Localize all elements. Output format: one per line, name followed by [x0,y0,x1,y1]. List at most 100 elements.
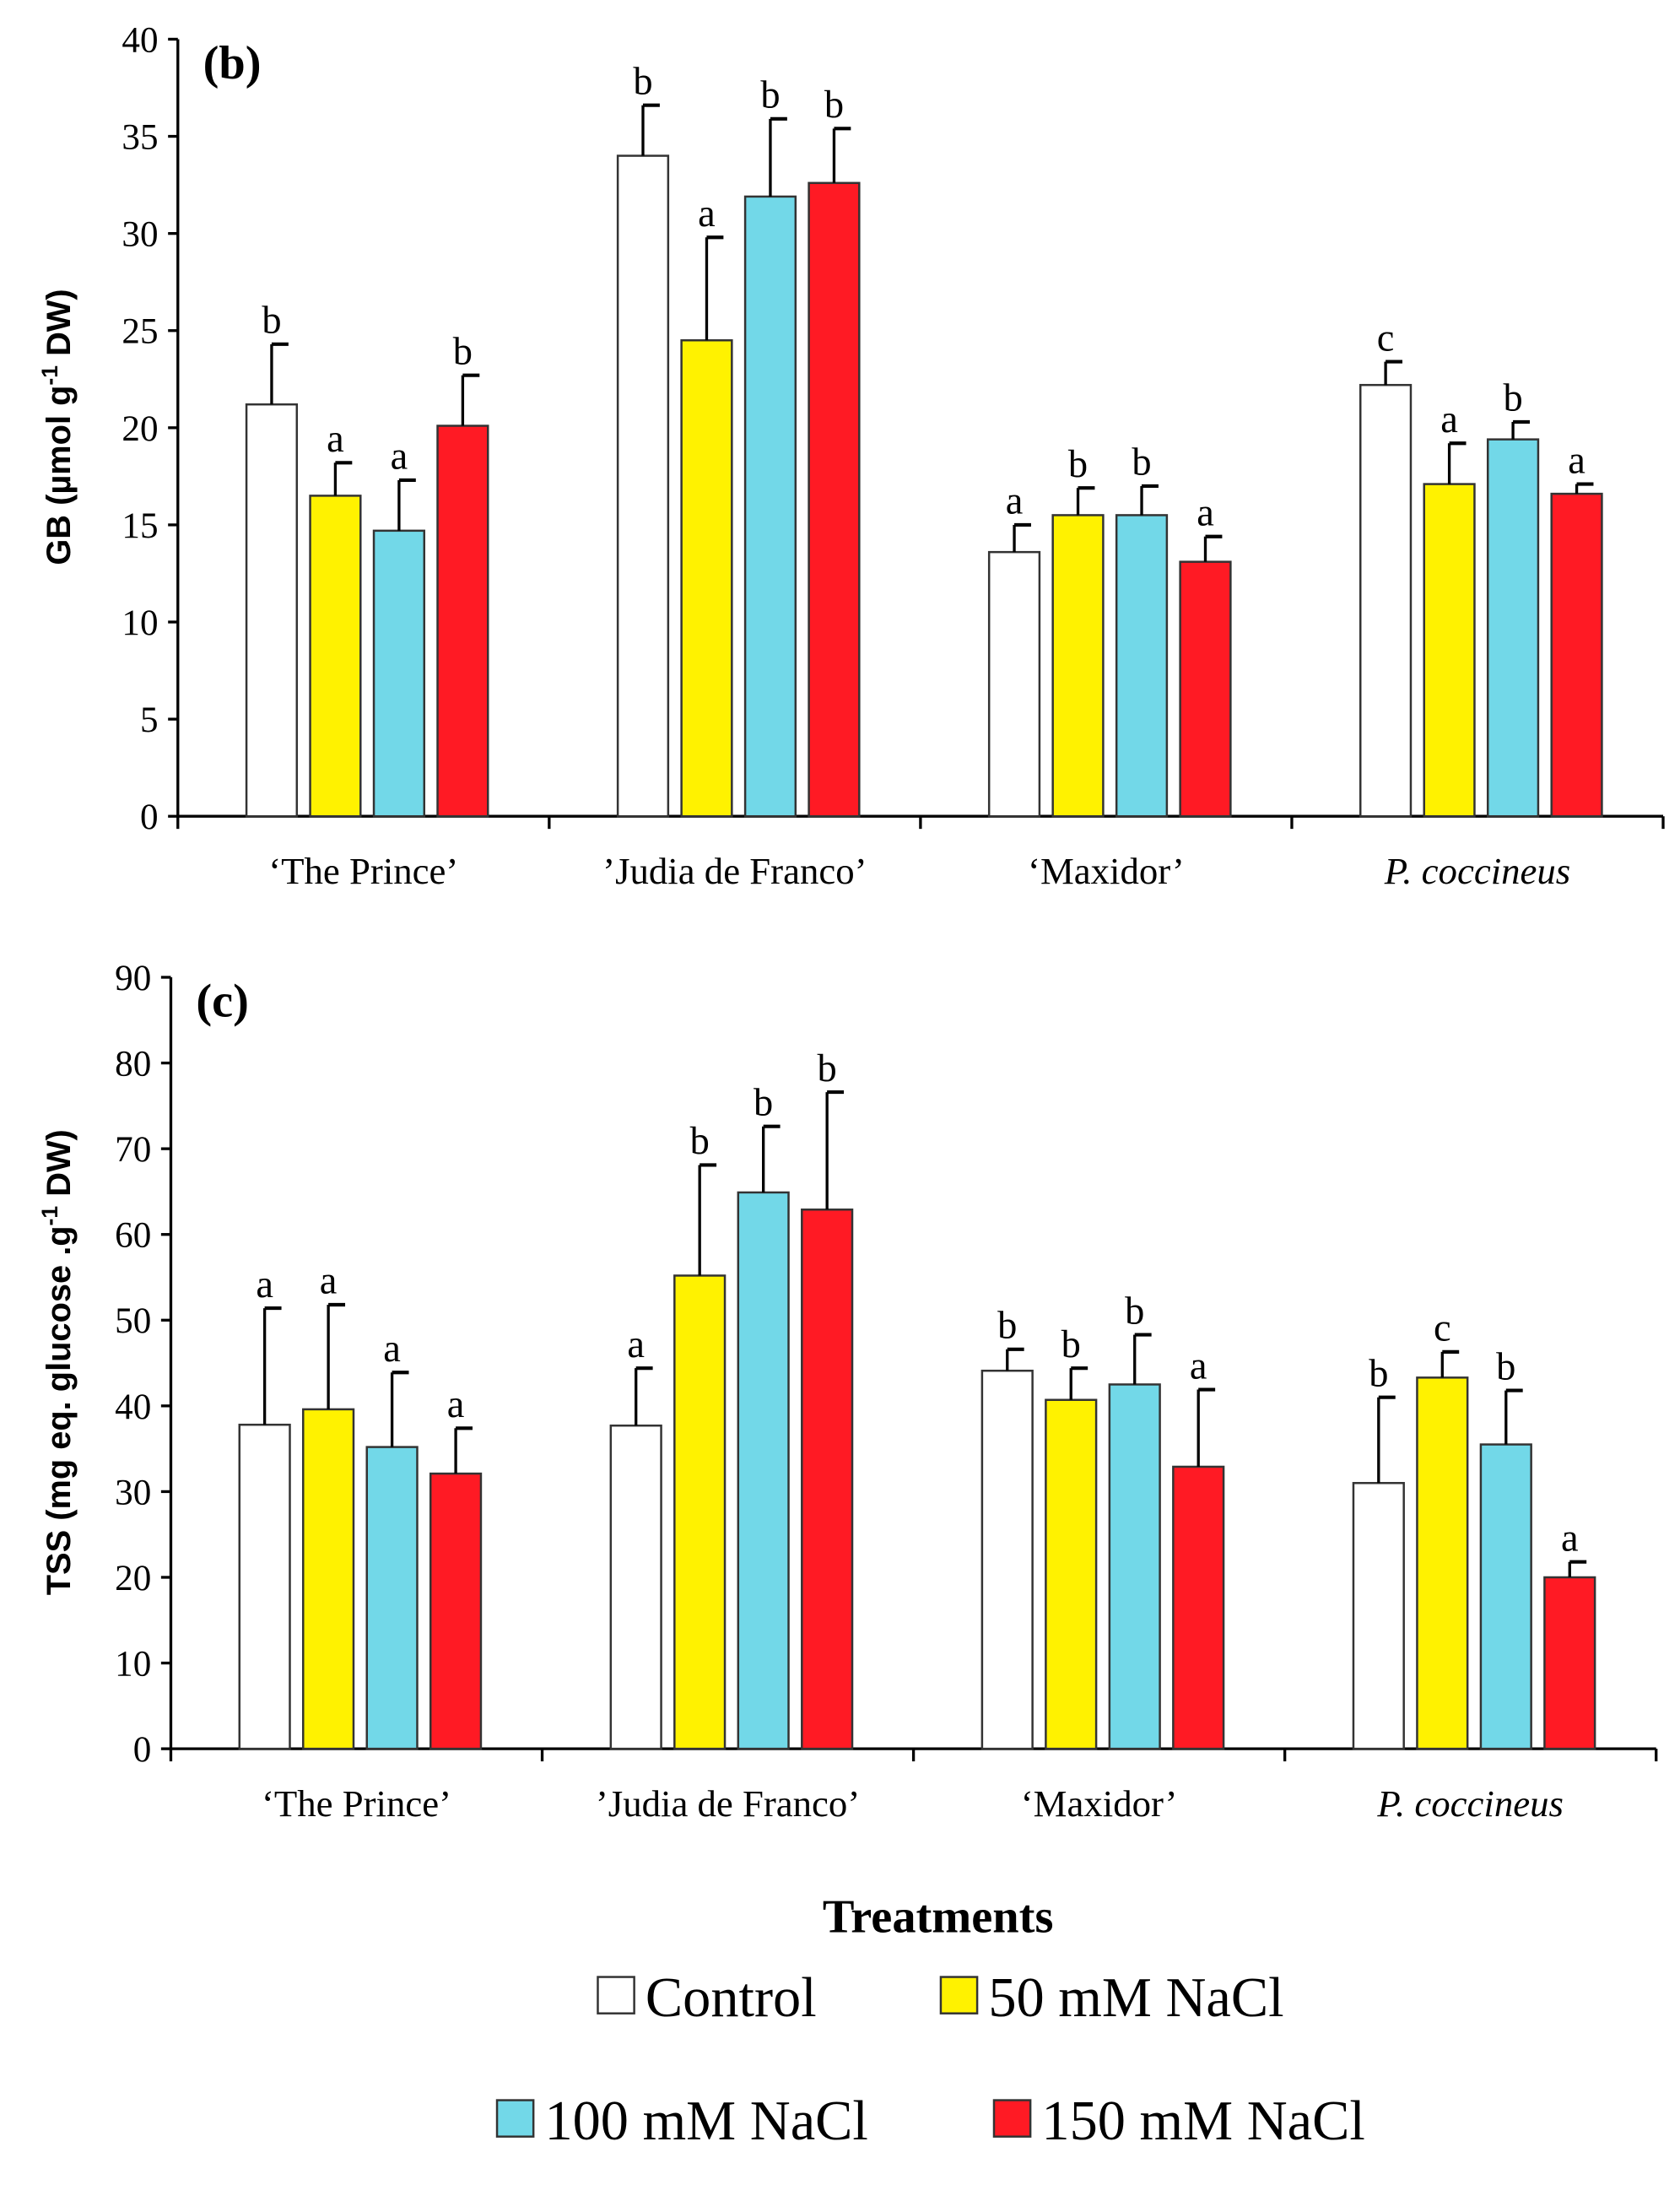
y-tick-label: 35 [122,117,158,157]
legend-label: 150 mM NaCl [1041,2090,1364,2152]
significance-letter: b [1125,1290,1144,1333]
bar [429,1472,483,1750]
significance-letter: a [391,435,408,479]
y-tick-label: 30 [115,1473,151,1512]
bar [1486,438,1540,818]
significance-letter: b [997,1305,1017,1348]
y-tick-label: 0 [133,1730,152,1770]
panel-label: (b) [203,37,262,89]
legend: Control 50 mM NaCl 100 mM NaCl 150 mM NaCl [495,1967,1365,2152]
significance-letter: a [320,1260,338,1303]
significance-letter: b [262,300,281,343]
category-label: ‘Maxidor’ [1021,1782,1178,1825]
significance-letter: b [1132,441,1151,484]
bar [1352,1482,1405,1750]
bar [1423,483,1476,818]
y-axis-title: TSS (mg eq. glucose .g-1 DW) [37,1129,78,1595]
bar [801,1209,854,1750]
significance-letter: a [256,1263,273,1306]
bar [309,495,362,818]
significance-letter: a [1440,398,1458,441]
bar [1359,383,1413,818]
significance-letter: b [633,60,652,103]
bar [1416,1376,1469,1750]
y-tick-label: 60 [115,1216,151,1256]
significance-letter: a [327,418,344,461]
y-tick-label: 50 [115,1301,151,1341]
legend-swatch [495,2099,535,2138]
bar [616,154,670,818]
category-label: ’Judia de Franco’ [596,1782,860,1825]
significance-letter: a [383,1328,401,1371]
bar [245,403,299,818]
significance-letter: a [1197,491,1214,534]
y-tick-label: 40 [115,1387,151,1427]
significance-letter: c [1434,1307,1451,1350]
bar [1479,1443,1532,1750]
bar [1051,514,1105,818]
significance-letter: b [1503,377,1522,420]
bar [302,1408,355,1750]
bar [980,1369,1034,1750]
significance-letter: b [1369,1352,1388,1395]
legend-swatch [992,2099,1032,2138]
legend-swatch [597,1976,635,2014]
significance-letter: b [754,1081,773,1124]
bar [1045,1398,1098,1750]
bar [1108,1383,1161,1750]
significance-letter: a [1561,1517,1579,1560]
significance-letter: b [1061,1323,1081,1366]
significance-letter: a [698,192,716,235]
bar [1179,560,1232,818]
panel-label: (c) [196,975,249,1027]
y-tick-label: 40 [122,20,158,60]
bar [743,195,797,818]
significance-letter: a [447,1383,465,1426]
significance-letter: b [824,84,844,127]
legend-label: 100 mM NaCl [544,2090,867,2152]
y-tick-label: 25 [122,312,158,352]
significance-letter: a [627,1323,645,1366]
significance-letter: b [760,74,780,117]
y-tick-label: 70 [115,1130,151,1170]
y-tick-label: 30 [122,215,158,255]
y-tick-label: 20 [115,1559,151,1598]
bar [673,1274,727,1750]
y-tick-label: 20 [122,409,158,449]
bar [737,1191,790,1750]
y-tick-label: 5 [140,700,159,740]
category-label: ‘Maxidor’ [1028,850,1185,892]
significance-letter: b [1496,1345,1515,1388]
chart-gb: 0 5 10 15 20 25 30 35 40 (b) GB (µmol g-1 DW) ‘The … [37,20,1665,892]
legend-label: Control [646,1967,817,2029]
category-label: ’Judia de Franco’ [602,850,867,892]
y-tick-label: 80 [115,1045,151,1084]
legend-label: 50 mM NaCl [988,1967,1283,2029]
bar [365,1446,419,1750]
category-label: ‘The Prince’ [262,1782,451,1825]
legend-swatch [939,1976,979,2014]
significance-letter: b [690,1120,710,1163]
bar [1543,1576,1596,1750]
y-tick-label: 10 [115,1644,151,1684]
y-tick-label: 10 [122,603,158,643]
x-axis-title: Treatments [823,1890,1054,1943]
y-tick-label: 15 [122,506,158,546]
bar [436,425,489,818]
bar [238,1423,291,1750]
y-tick-label: 0 [140,798,159,837]
significance-letter: b [1068,443,1088,486]
bar [372,529,426,818]
category-label: ‘The Prince’ [268,850,458,892]
y-axis-title: GB (µmol g-1 DW) [37,289,78,565]
significance-letter: a [1006,480,1024,523]
category-label: P. coccineus [1384,850,1571,892]
bar [1550,492,1603,818]
bar [609,1424,662,1750]
category-label: P. coccineus [1376,1782,1564,1825]
y-tick-label: 90 [115,959,151,998]
bar [680,339,733,818]
bar [1115,514,1169,818]
bar [987,550,1041,818]
